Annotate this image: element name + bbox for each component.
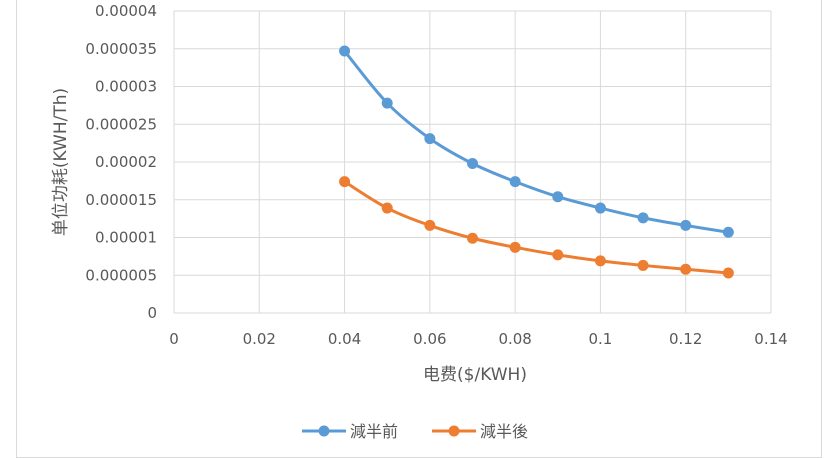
data-point: [722, 226, 734, 238]
y-tick-label: 0.00001: [95, 229, 157, 247]
data-point: [637, 259, 649, 271]
x-tick-label: 0: [169, 330, 179, 348]
legend-label: 減半後: [480, 422, 528, 441]
y-tick-label: 0.000035: [85, 40, 157, 58]
y-tick-label: 0.000015: [85, 191, 157, 209]
data-point: [467, 158, 478, 170]
data-point: [594, 202, 606, 214]
data-point: [722, 267, 734, 279]
data-point: [424, 219, 436, 231]
y-axis-ticks: 0 0.000005 0.00001 0.000015 0.00002 0.000025 0…: [85, 2, 157, 322]
plot-area: [339, 45, 734, 279]
data-point: [509, 241, 521, 253]
x-tick-label: 0.04: [328, 330, 361, 348]
x-tick-label: 0.12: [669, 330, 702, 348]
data-point: [552, 249, 564, 261]
y-tick-label: 0.00004: [95, 2, 157, 20]
legend: 減半前 減半後: [302, 422, 528, 441]
data-point: [680, 263, 692, 275]
y-tick-label: 0.000025: [85, 115, 157, 133]
x-tick-label: 0.02: [243, 330, 276, 348]
y-tick-label: 0.00003: [95, 78, 157, 96]
x-tick-label: 0.14: [754, 330, 787, 348]
data-point: [637, 212, 649, 224]
legend-marker: [318, 425, 330, 437]
y-tick-label: 0: [147, 304, 157, 322]
y-tick-label: 0.00002: [95, 153, 157, 171]
y-axis-label: 单位功耗(KWH/Th): [51, 88, 71, 236]
y-tick-label: 0.000005: [85, 266, 157, 284]
x-axis-ticks: 0 0.02 0.04 0.06 0.08 0.1 0.12 0.14: [169, 330, 787, 348]
data-point: [467, 232, 478, 244]
legend-marker: [448, 425, 460, 437]
data-point: [680, 219, 692, 231]
series-line-1: [343, 180, 729, 275]
gridlines: [173, 10, 772, 314]
data-point: [509, 176, 521, 188]
data-point: [381, 202, 393, 214]
data-point: [339, 176, 351, 188]
data-point: [594, 255, 606, 267]
legend-label: 減半前: [350, 422, 398, 441]
chart-svg: 0 0.000005 0.00001 0.000015 0.00002 0.000025 0…: [51, 2, 788, 441]
data-point: [424, 133, 436, 145]
data-point: [381, 97, 393, 109]
data-point: [552, 191, 564, 203]
x-tick-label: 0.1: [588, 330, 612, 348]
x-tick-label: 0.08: [498, 330, 531, 348]
x-axis-label: 电费($/KWH): [423, 365, 527, 385]
data-point: [339, 45, 351, 57]
x-tick-label: 0.06: [413, 330, 446, 348]
series-line-0: [343, 50, 729, 234]
